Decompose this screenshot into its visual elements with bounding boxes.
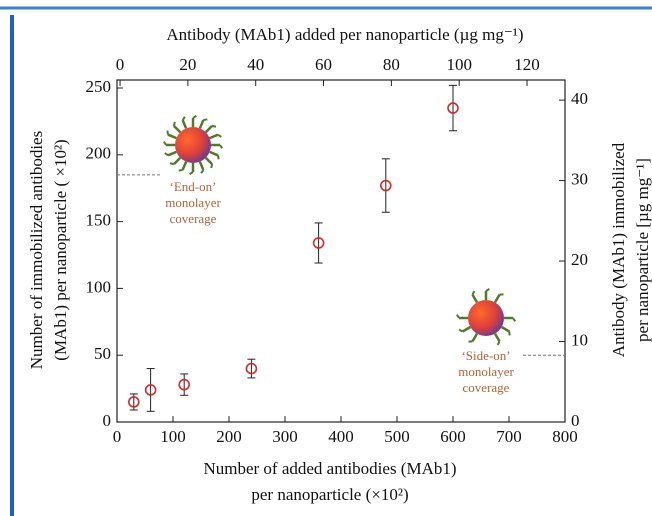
- antibody: [471, 290, 476, 296]
- antibody: [164, 152, 169, 157]
- x2-tick-label: 60: [315, 55, 332, 74]
- y2-tick-label: 30: [571, 169, 588, 188]
- annotation: coverage: [170, 211, 217, 226]
- antibody: [512, 317, 517, 322]
- antibody: [189, 171, 194, 176]
- antibody: [167, 133, 177, 140]
- y-tick-label: 200: [86, 144, 112, 163]
- x-axis-label: per nanoparticle (×10²): [251, 485, 408, 504]
- antibody: [217, 133, 222, 138]
- x2-tick-label: 20: [179, 55, 196, 74]
- nanoparticle-end-on: [162, 114, 224, 176]
- y-axis-label: Number of immobilized antibodies: [27, 131, 46, 369]
- antibody: [200, 169, 205, 174]
- y2-tick-label: 10: [571, 330, 588, 349]
- x-tick-label: 400: [328, 427, 354, 446]
- x2-tick-label: 100: [446, 55, 472, 74]
- x-axis-label: Number of added antibodies (MAb1): [203, 459, 456, 478]
- antibody: [181, 116, 186, 121]
- y-tick-label: 0: [103, 411, 112, 430]
- antibody: [198, 161, 205, 171]
- x2-tick-label: 80: [383, 55, 400, 74]
- y-tick-label: 150: [86, 211, 112, 230]
- data-point: [245, 362, 258, 375]
- antibody: [209, 133, 219, 140]
- y2-axis-label: Antibody (MAb1) immobilized: [609, 142, 628, 357]
- antibody: [471, 332, 479, 343]
- x-tick-label: 800: [552, 427, 578, 446]
- y-tick-label: 100: [86, 277, 112, 296]
- y-tick-label: 250: [86, 77, 112, 96]
- x-tick-label: 100: [160, 427, 186, 446]
- antibody: [211, 124, 217, 128]
- antibody: [496, 340, 501, 346]
- x2-tick-label: 120: [514, 55, 540, 74]
- antibody: [167, 150, 177, 157]
- x2-tick-label: 0: [116, 55, 125, 74]
- antibody: [461, 325, 472, 333]
- antibody: [471, 293, 479, 304]
- antibody: [181, 119, 188, 129]
- x-tick-label: 600: [440, 427, 466, 446]
- antibody: [209, 150, 219, 157]
- data-point: [447, 102, 459, 114]
- antibody: [458, 328, 464, 333]
- antibody: [173, 156, 182, 165]
- particle-core: [175, 127, 211, 163]
- antibody: [162, 141, 167, 146]
- y2-tick-label: 0: [571, 411, 580, 430]
- x2-tick-label: 40: [247, 55, 264, 74]
- antibody: [204, 125, 213, 134]
- annotation: ‘End-on’: [170, 179, 217, 194]
- y-axis-label: (MAb1) per nanoparticle ( ×10²): [51, 139, 70, 360]
- antibody: [181, 161, 188, 171]
- antibody: [169, 162, 175, 166]
- antibody: [485, 287, 490, 292]
- antibody: [173, 125, 182, 134]
- antibody: [204, 156, 213, 165]
- data-point: [128, 396, 140, 408]
- antibody: [455, 314, 460, 319]
- y2-tick-label: 40: [571, 89, 588, 108]
- x-tick-label: 700: [496, 427, 522, 446]
- antibody: [198, 119, 205, 129]
- particle-core: [468, 300, 504, 336]
- antibody: [210, 163, 214, 169]
- antibody: [219, 144, 224, 149]
- antibody: [203, 118, 208, 122]
- data-point: [178, 378, 190, 391]
- nanoparticle-side-on: [455, 287, 517, 346]
- annotation: coverage: [463, 380, 510, 395]
- antibody: [192, 114, 197, 119]
- antibody: [178, 168, 183, 172]
- antibody: [500, 325, 511, 333]
- antibody: [493, 293, 501, 304]
- y2-axis-label: per nanoparticle [µg mg⁻¹]: [633, 158, 652, 342]
- x-tick-label: 300: [272, 427, 298, 446]
- annotation: monolayer: [165, 195, 221, 210]
- antibody: [172, 121, 176, 127]
- x2-axis-label: Antibody (MAb1) added per nanoparticle (…: [166, 25, 523, 44]
- x-tick-label: 200: [216, 427, 242, 446]
- x-tick-label: 0: [113, 427, 122, 446]
- data-point: [379, 179, 392, 192]
- y2-tick-label: 20: [571, 250, 588, 269]
- antibody: [166, 130, 170, 135]
- x-tick-label: 500: [384, 427, 410, 446]
- y-tick-label: 50: [94, 344, 111, 363]
- annotation: monolayer: [458, 364, 514, 379]
- data-point: [312, 237, 325, 249]
- annotation: ‘Side-on’: [461, 348, 510, 363]
- data-point: [144, 384, 157, 396]
- antibody: [493, 332, 501, 343]
- antibody: [216, 155, 220, 160]
